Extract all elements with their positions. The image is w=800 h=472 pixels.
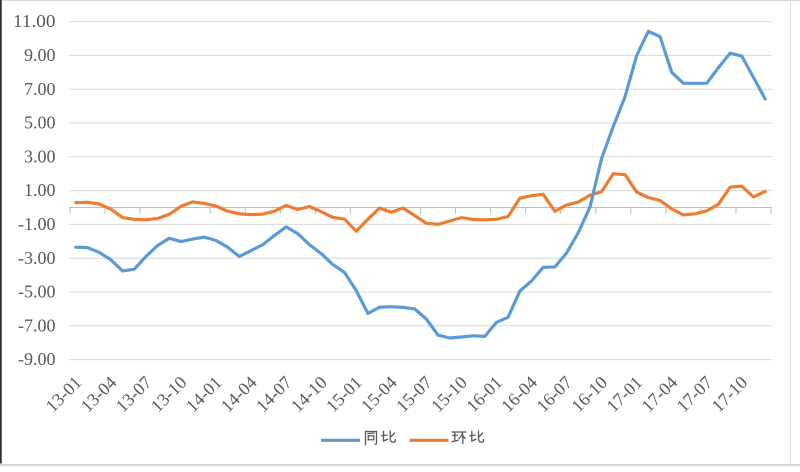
svg-text:-5.00: -5.00 [18, 282, 56, 302]
svg-text:1.00: 1.00 [24, 180, 56, 200]
svg-text:-9.00: -9.00 [18, 349, 56, 369]
svg-text:9.00: 9.00 [24, 45, 56, 65]
svg-text:11.00: 11.00 [13, 11, 56, 31]
svg-text:-1.00: -1.00 [18, 214, 56, 234]
svg-text:7.00: 7.00 [24, 79, 56, 99]
svg-text:3.00: 3.00 [24, 146, 56, 166]
svg-text:5.00: 5.00 [24, 113, 56, 133]
svg-text:-3.00: -3.00 [18, 248, 56, 268]
svg-text:-7.00: -7.00 [18, 315, 56, 335]
